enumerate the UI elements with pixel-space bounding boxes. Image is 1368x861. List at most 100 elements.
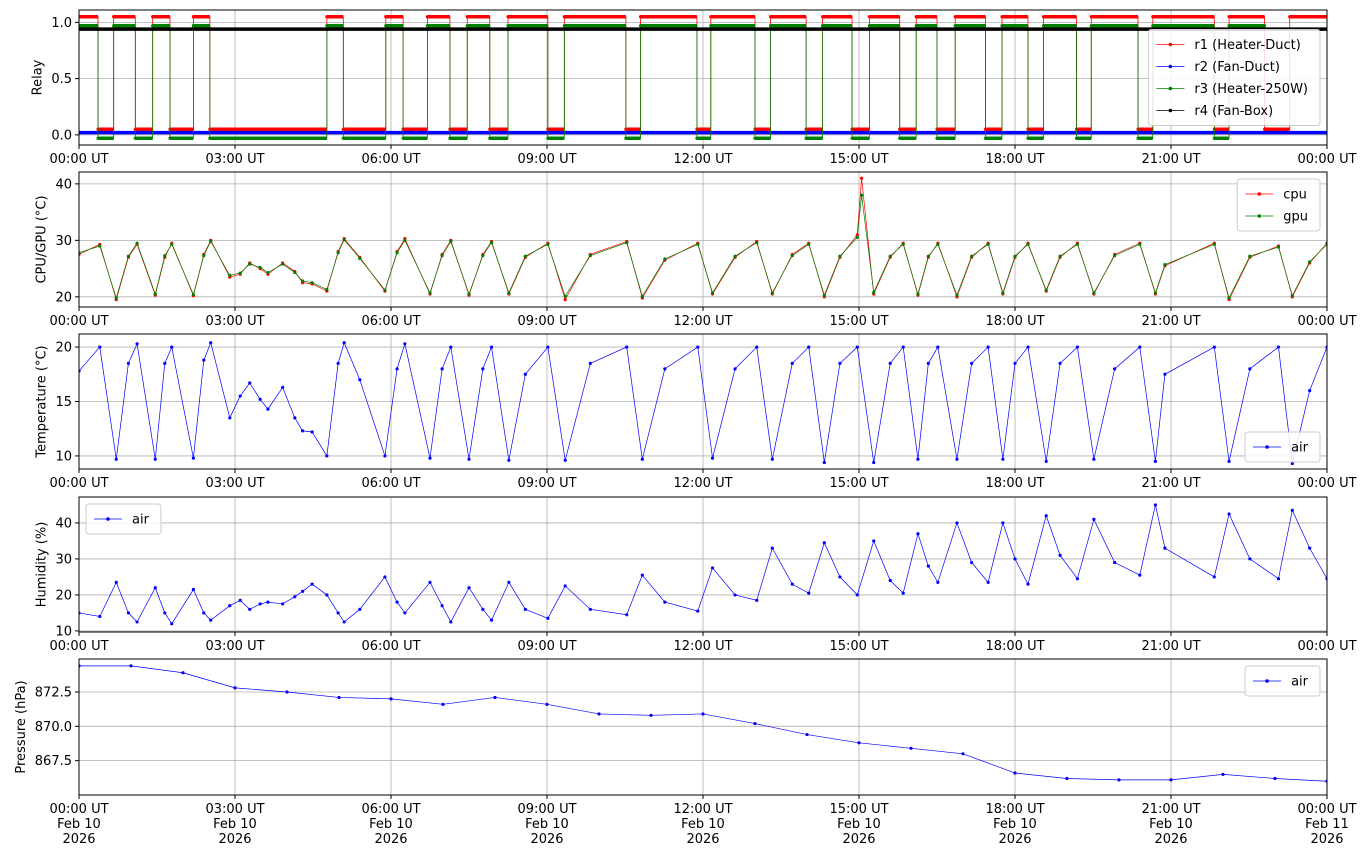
point bbox=[266, 600, 270, 604]
point bbox=[96, 136, 100, 140]
point bbox=[898, 27, 902, 31]
point bbox=[401, 136, 405, 140]
point bbox=[467, 457, 471, 461]
plot-frame bbox=[78, 333, 1328, 470]
point bbox=[238, 271, 242, 275]
point bbox=[838, 361, 842, 365]
x-tick-label: 00:00 UT bbox=[49, 314, 108, 329]
point bbox=[428, 291, 432, 295]
legend-marker bbox=[1257, 192, 1262, 196]
point bbox=[1248, 367, 1252, 371]
point bbox=[341, 27, 345, 31]
point bbox=[1044, 514, 1048, 518]
point bbox=[153, 586, 157, 590]
point bbox=[769, 15, 773, 19]
point bbox=[126, 254, 130, 258]
point bbox=[733, 593, 737, 597]
point bbox=[337, 695, 341, 700]
point bbox=[181, 671, 185, 675]
point bbox=[228, 416, 232, 420]
point bbox=[403, 342, 407, 346]
y-tick-label: 30 bbox=[55, 552, 72, 567]
point bbox=[1221, 772, 1225, 776]
point bbox=[1212, 575, 1216, 579]
point bbox=[546, 136, 550, 140]
legend: r1 (Heater-Duct) r2 (Fan-Duct) r3 (Heater-… bbox=[1147, 29, 1321, 126]
point bbox=[822, 541, 826, 545]
point bbox=[926, 254, 930, 258]
point bbox=[733, 367, 737, 371]
point bbox=[258, 602, 262, 606]
point bbox=[1092, 457, 1096, 461]
point bbox=[112, 15, 116, 19]
point bbox=[1117, 778, 1121, 782]
point bbox=[926, 564, 930, 568]
point bbox=[986, 580, 990, 584]
point bbox=[209, 239, 213, 244]
x-tick-label: 00:00 UT bbox=[49, 152, 108, 167]
legend-marker bbox=[106, 517, 110, 521]
y-tick-label: 30 bbox=[55, 234, 72, 249]
series-group bbox=[79, 503, 1327, 626]
y-tick-label: 20 bbox=[55, 290, 72, 305]
point bbox=[755, 598, 759, 602]
point bbox=[449, 345, 453, 349]
point bbox=[135, 342, 139, 346]
legend: air bbox=[1244, 431, 1321, 463]
point bbox=[822, 293, 826, 297]
point bbox=[191, 27, 195, 31]
legend: air bbox=[85, 503, 162, 535]
point bbox=[507, 291, 511, 295]
plot-frame bbox=[78, 171, 1328, 308]
point bbox=[523, 607, 527, 611]
point bbox=[293, 416, 297, 420]
point bbox=[336, 251, 340, 255]
y-axis-label: Pressure (hPa) bbox=[14, 680, 29, 773]
y-tick-label: 867.5 bbox=[35, 754, 72, 769]
point bbox=[1074, 27, 1079, 31]
point bbox=[342, 620, 346, 624]
point bbox=[983, 136, 988, 140]
point bbox=[1136, 136, 1140, 140]
point bbox=[753, 136, 757, 140]
point bbox=[281, 262, 285, 266]
point bbox=[1263, 131, 1267, 135]
point bbox=[790, 582, 794, 586]
x-tick-label: 00:00 UT bbox=[1297, 639, 1356, 654]
point bbox=[860, 193, 864, 197]
point bbox=[805, 732, 809, 737]
y-tick-label: 870.0 bbox=[35, 720, 72, 735]
x-tick-label: 21:00 UT bbox=[1141, 314, 1200, 329]
point bbox=[301, 589, 305, 593]
point bbox=[281, 385, 285, 389]
point bbox=[1227, 296, 1231, 300]
point bbox=[1163, 372, 1167, 376]
point bbox=[112, 24, 116, 28]
point bbox=[425, 27, 429, 31]
point bbox=[1001, 521, 1005, 525]
point bbox=[1138, 573, 1142, 577]
point bbox=[640, 457, 644, 461]
point bbox=[1290, 508, 1294, 512]
point bbox=[488, 136, 492, 140]
point bbox=[428, 456, 432, 460]
point bbox=[696, 345, 700, 349]
point bbox=[1026, 136, 1030, 140]
point bbox=[804, 27, 808, 31]
point bbox=[401, 27, 405, 31]
subplot: 00:00 UT Feb 10 2026 03:00 UT Feb 10 2026 06:0… bbox=[14, 658, 1357, 847]
point bbox=[546, 27, 550, 31]
x-tick-label: 09:00 UT bbox=[517, 476, 576, 491]
point bbox=[562, 24, 566, 28]
point bbox=[336, 361, 340, 365]
point bbox=[901, 591, 905, 595]
x-tick-label: 09:00 UT bbox=[517, 314, 576, 329]
point bbox=[481, 367, 485, 371]
point bbox=[855, 593, 859, 597]
point bbox=[563, 584, 567, 588]
point bbox=[228, 604, 232, 608]
point bbox=[695, 136, 699, 140]
point bbox=[440, 604, 444, 608]
point bbox=[1075, 577, 1079, 581]
point bbox=[916, 532, 920, 536]
